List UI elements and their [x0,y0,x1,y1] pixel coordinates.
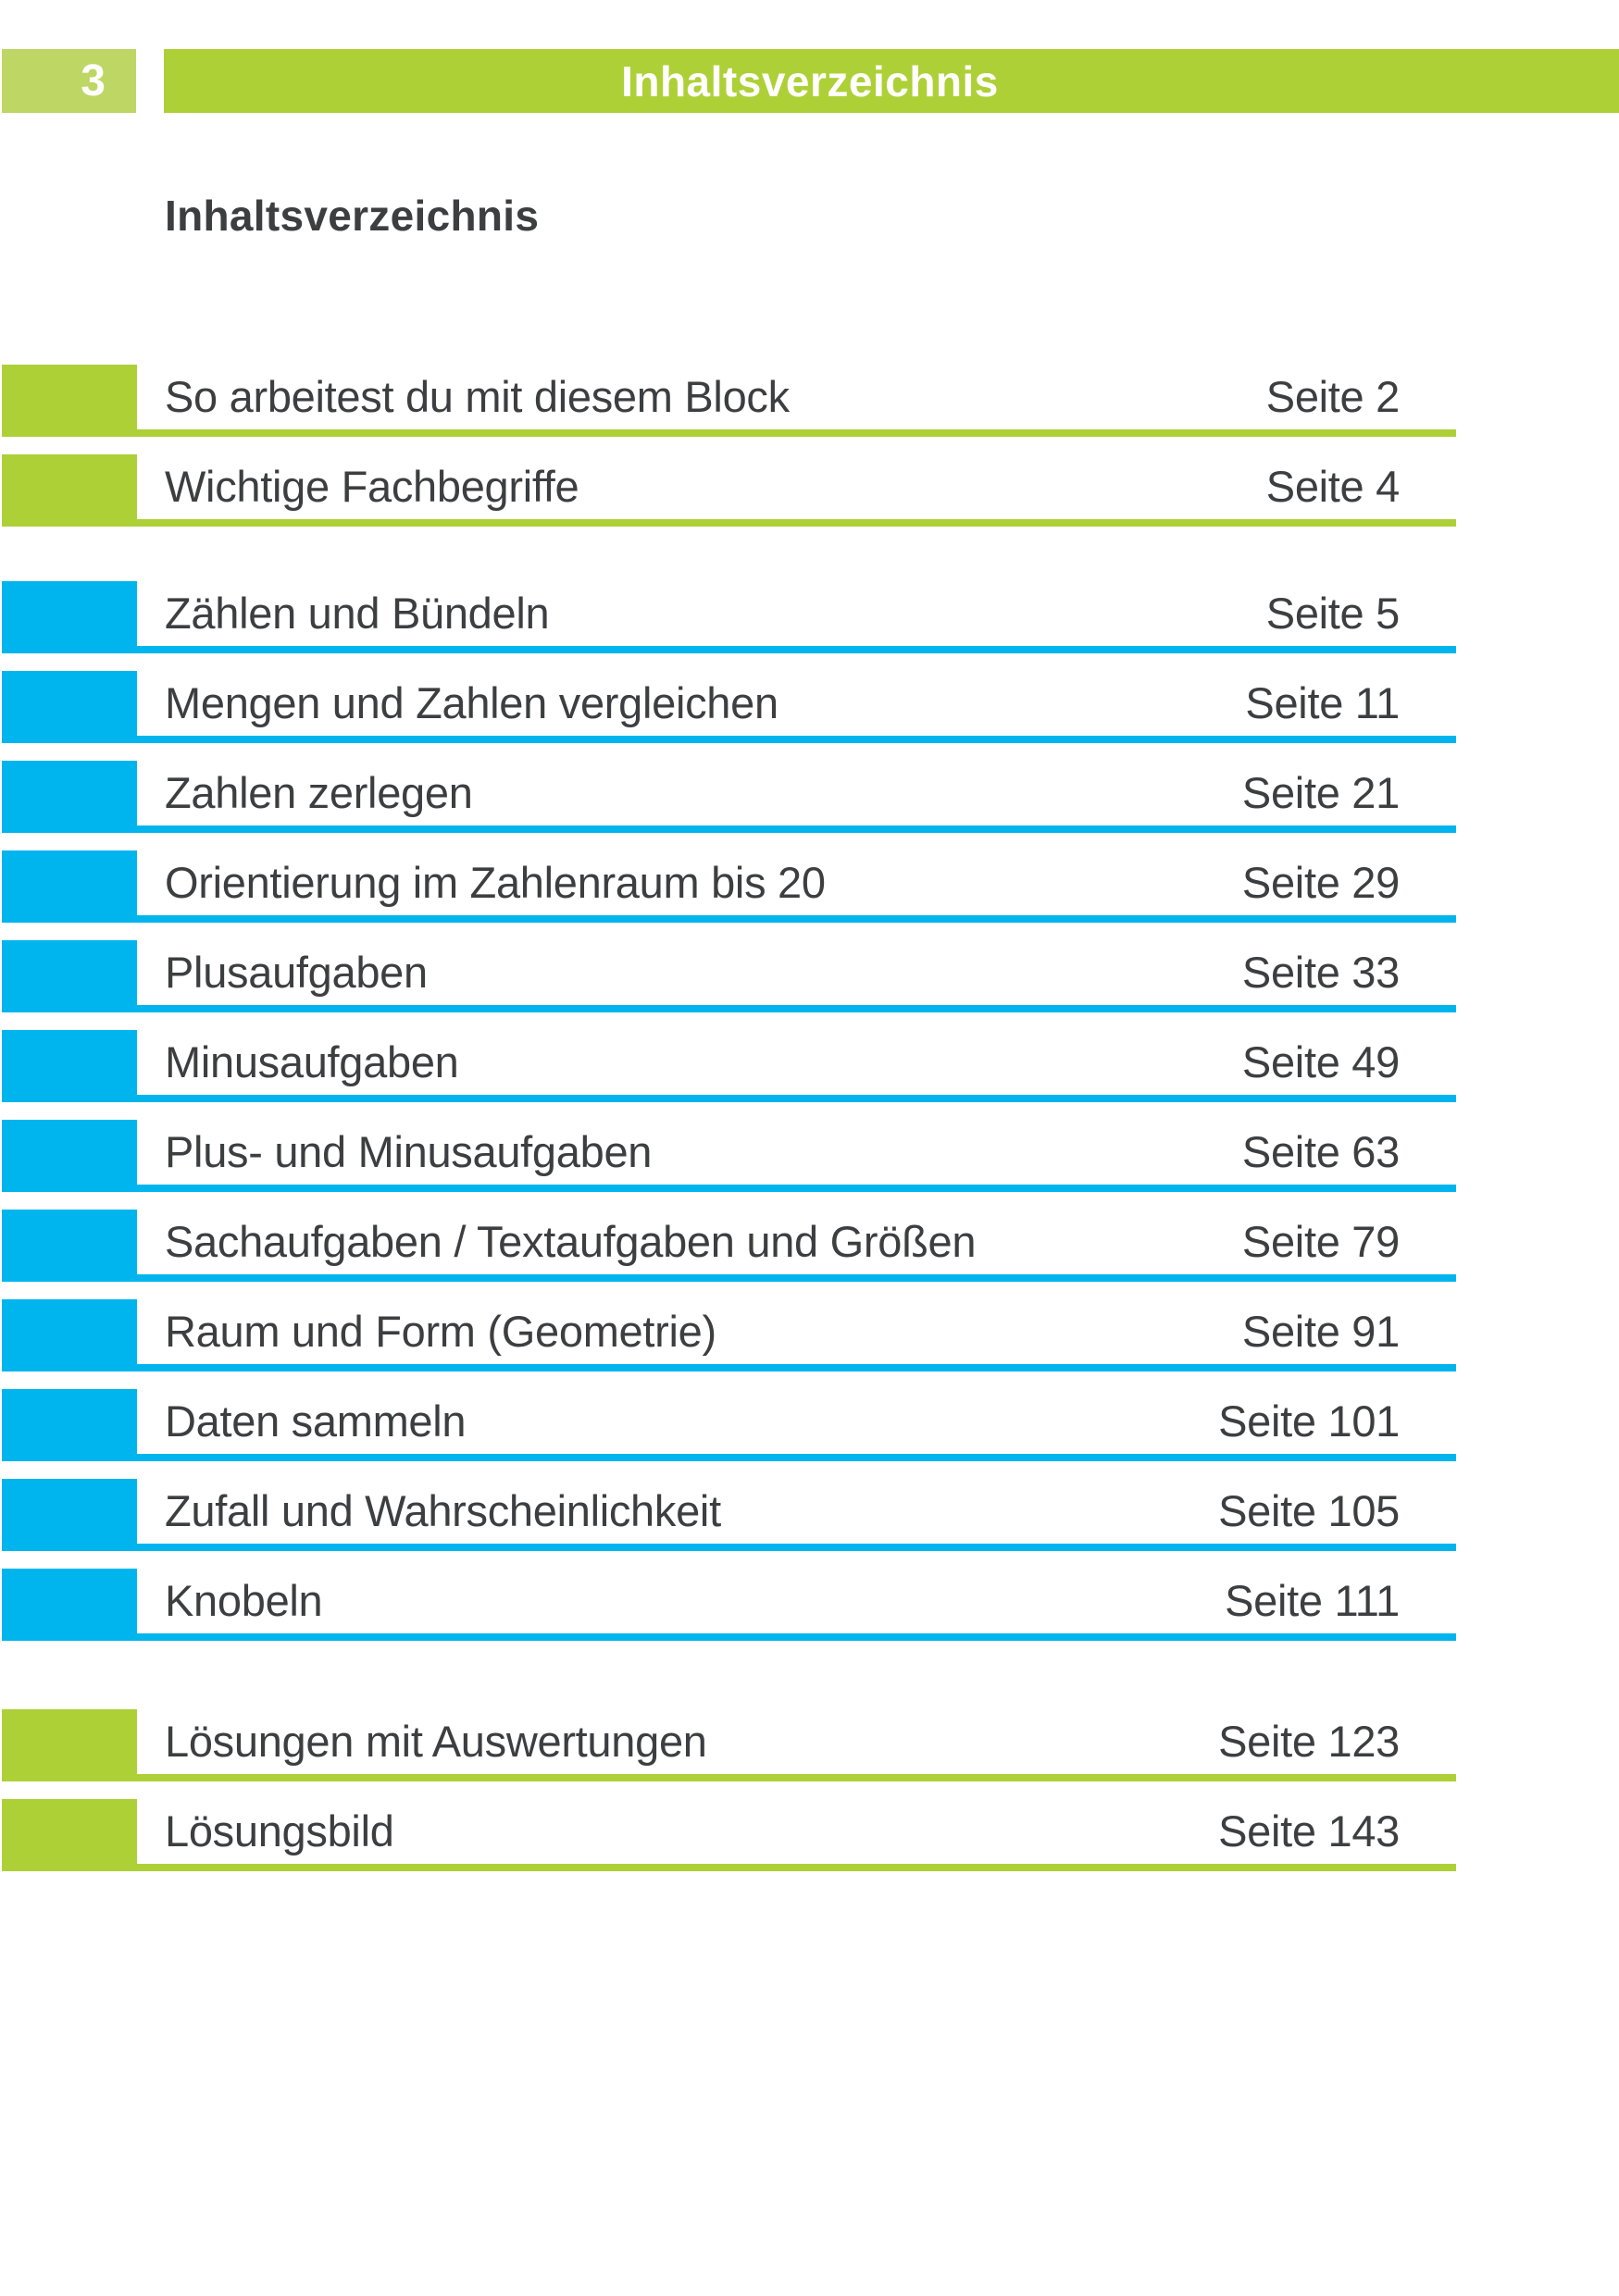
row-color-block [2,671,137,743]
toc-item-title: Plusaufgaben [165,948,428,997]
toc-section-solutions: Lösungen mit Auswertungen Seite 123 Lösung… [2,1709,1456,1871]
toc-row: Orientierung im Zahlenraum bis 20 Seite 2… [2,850,1456,923]
row-color-block [2,1479,137,1551]
toc-item-page: Seite 79 [1241,1217,1400,1266]
toc-item-page: Seite 2 [1265,372,1401,421]
toc-item-page: Seite 49 [1241,1037,1400,1086]
row-color-block [2,1030,137,1102]
toc-row: Lösungsbild Seite 143 [2,1799,1456,1871]
toc-item-title: Daten sammeln [165,1396,467,1446]
toc-item-page: Seite 91 [1241,1307,1400,1356]
toc-row: Zahlen zerlegen Seite 21 [2,761,1456,833]
toc-item-title: Zählen und Bündeln [165,589,550,638]
row-color-block [2,850,137,923]
row-color-block [2,365,137,437]
row-underline [2,519,1456,527]
toc-item-title: Mengen und Zahlen vergleichen [165,678,778,727]
toc-item-title: Minusaufgaben [165,1037,459,1086]
toc-item-page: Seite 105 [1218,1486,1400,1535]
toc-row: Zählen und Bündeln Seite 5 [2,581,1456,653]
toc-item-title: Sachaufgaben / Textaufgaben und Größen [165,1217,977,1266]
row-underline [2,1185,1456,1192]
toc-row: Daten sammeln Seite 101 [2,1389,1456,1461]
toc-row: Minusaufgaben Seite 49 [2,1030,1456,1102]
toc-item-title: So arbeitest du mit diesem Block [165,372,790,421]
row-color-block [2,454,137,527]
toc-row: Mengen und Zahlen vergleichen Seite 11 [2,671,1456,743]
toc-item-page: Seite 101 [1218,1396,1400,1446]
table-of-contents: So arbeitest du mit diesem Block Seite 2 W… [2,365,1456,1871]
toc-item-title: Lösungsbild [165,1806,394,1855]
toc-row: Zufall und Wahrscheinlichkeit Seite 105 [2,1479,1456,1551]
section-heading: Inhaltsverzeichnis [165,192,540,240]
row-underline [2,915,1456,923]
row-color-block [2,761,137,833]
row-underline [2,1274,1456,1282]
toc-item-page: Seite 5 [1265,589,1401,638]
toc-item-page: Seite 33 [1241,948,1400,997]
toc-item-title: Plus- und Minusaufgaben [165,1127,653,1176]
toc-item-page: Seite 143 [1218,1806,1400,1855]
toc-row: Wichtige Fachbegriffe Seite 4 [2,454,1456,527]
row-underline [2,646,1456,653]
page-number: 3 [81,56,106,105]
toc-item-page: Seite 111 [1225,1576,1400,1625]
toc-row: Lösungen mit Auswertungen Seite 123 [2,1709,1456,1781]
toc-row: Sachaufgaben / Textaufgaben und Größen Se… [2,1210,1456,1282]
toc-item-page: Seite 4 [1265,462,1401,511]
header-title: Inhaltsverzeichnis [621,56,999,105]
toc-item-title: Knobeln [165,1576,323,1625]
row-underline [2,1774,1456,1781]
row-color-block [2,581,137,653]
row-underline [2,736,1456,743]
row-color-block [2,1299,137,1371]
row-underline [2,1364,1456,1371]
toc-row: So arbeitest du mit diesem Block Seite 2 [2,365,1456,437]
toc-row: Plus- und Minusaufgaben Seite 63 [2,1120,1456,1192]
row-underline [2,1633,1456,1641]
toc-row: Plusaufgaben Seite 33 [2,940,1456,1012]
toc-row: Knobeln Seite 111 [2,1569,1456,1641]
toc-item-page: Seite 11 [1245,678,1400,727]
row-color-block [2,1709,137,1781]
toc-item-title: Lösungen mit Auswertungen [165,1717,707,1766]
toc-section-intro: So arbeitest du mit diesem Block Seite 2 W… [2,365,1456,527]
toc-item-page: Seite 29 [1241,858,1400,907]
toc-item-title: Zufall und Wahrscheinlichkeit [165,1486,721,1535]
row-underline [2,825,1456,833]
toc-item-title: Zahlen zerlegen [165,768,473,817]
header-bar: Inhaltsverzeichnis [164,49,1619,113]
toc-row: Raum und Form (Geometrie) Seite 91 [2,1299,1456,1371]
toc-item-page: Seite 21 [1241,768,1400,817]
row-underline [2,1005,1456,1012]
row-underline [2,1864,1456,1871]
row-color-block [2,940,137,1012]
row-underline [2,429,1456,437]
toc-item-title: Orientierung im Zahlenraum bis 20 [165,858,826,907]
row-color-block [2,1389,137,1461]
toc-item-page: Seite 63 [1241,1127,1400,1176]
toc-item-title: Wichtige Fachbegriffe [165,462,579,511]
toc-item-title: Raum und Form (Geometrie) [165,1307,716,1356]
row-underline [2,1454,1456,1461]
toc-section-main-topics: Zählen und Bündeln Seite 5 Mengen und Zahl… [2,581,1456,1641]
row-color-block [2,1799,137,1871]
row-color-block [2,1120,137,1192]
row-underline [2,1544,1456,1551]
row-underline [2,1095,1456,1102]
toc-item-page: Seite 123 [1218,1717,1400,1766]
row-color-block [2,1569,137,1641]
row-color-block [2,1210,137,1282]
page-number-box: 3 [2,49,136,113]
